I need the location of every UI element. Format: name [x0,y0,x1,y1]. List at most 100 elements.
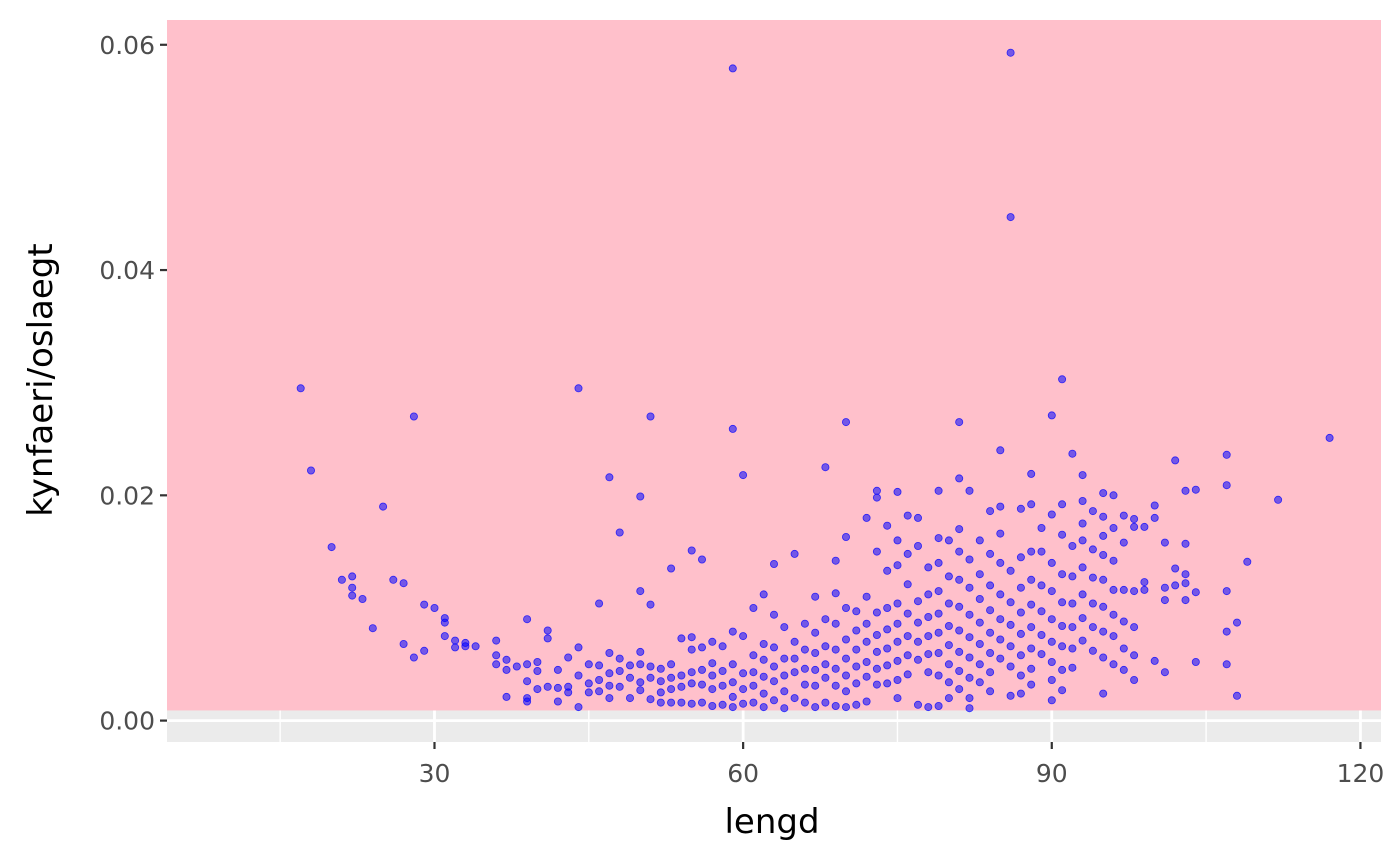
data-point [944,572,953,581]
data-point [842,533,851,542]
data-point [903,609,912,618]
data-point [739,669,748,678]
data-point [533,667,542,676]
data-point [1088,507,1097,516]
data-point [842,654,851,663]
data-point [934,671,943,680]
data-point [1099,689,1108,698]
data-point [1078,496,1087,505]
data-point [1274,495,1283,504]
data-point [1171,456,1180,465]
data-point [1058,665,1067,674]
data-point [790,637,799,646]
data-point [595,687,604,696]
data-point [883,521,892,530]
data-point [698,643,707,652]
data-point [667,673,676,682]
data-point [914,618,923,627]
data-point [842,671,851,680]
data-point [1047,676,1056,685]
data-point [1109,524,1118,533]
data-point [770,643,779,652]
data-point [677,698,686,707]
data-point [615,654,624,663]
data-point [543,682,552,691]
data-point [574,703,583,712]
data-point [1222,481,1231,490]
data-point [780,704,789,713]
data-point [595,676,604,685]
data-point [934,558,943,567]
data-point [944,641,953,650]
data-point [1181,539,1190,548]
data-point [492,636,501,645]
data-point [1109,556,1118,565]
data-point [1027,547,1036,556]
data-point [872,547,881,556]
data-point [646,600,655,609]
data-point [986,628,995,637]
data-point [872,486,881,495]
data-point [667,660,676,669]
data-point [615,667,624,676]
data-point [718,700,727,709]
data-point [903,511,912,520]
data-point [842,687,851,696]
data-point [348,583,357,592]
data-point [1058,375,1067,384]
data-point [739,699,748,708]
data-point [1047,637,1056,646]
data-point [780,623,789,632]
data-point [883,661,892,670]
data-point [296,384,305,393]
data-point [739,685,748,694]
data-point [1037,581,1046,590]
data-point [955,626,964,635]
data-point [924,668,933,677]
data-point [1171,581,1180,590]
data-point [842,635,851,644]
data-point [1099,489,1108,498]
data-point [739,471,748,480]
data-point [821,673,830,682]
data-point [790,694,799,703]
data-point [872,664,881,673]
data-point [1109,632,1118,641]
data-point [1058,500,1067,509]
data-point [636,492,645,501]
data-point [1027,680,1036,689]
data-point [955,685,964,694]
data-point [996,529,1005,538]
data-point [718,642,727,651]
data-point [852,700,861,709]
data-point [646,673,655,682]
y-tick-label: 0.06 [99,31,155,60]
data-point [636,686,645,695]
data-point [718,667,727,676]
data-point [626,673,635,682]
data-point [728,660,737,669]
data-point [975,660,984,669]
data-point [1037,547,1046,556]
data-point [1150,656,1159,665]
data-point [358,595,367,604]
data-point [1181,596,1190,605]
data-point [811,649,820,658]
data-point [543,634,552,643]
data-point [934,534,943,543]
data-point [842,703,851,712]
data-point [893,561,902,570]
data-point [852,626,861,635]
data-point [770,610,779,619]
data-point [1027,575,1036,584]
data-point [1150,513,1159,522]
data-point [698,698,707,707]
data-point [862,672,871,681]
data-point [708,671,717,680]
data-point [852,662,861,671]
data-point [636,660,645,669]
data-point [1099,627,1108,636]
data-point [955,525,964,534]
data-point [934,702,943,711]
data-point [1078,519,1087,528]
